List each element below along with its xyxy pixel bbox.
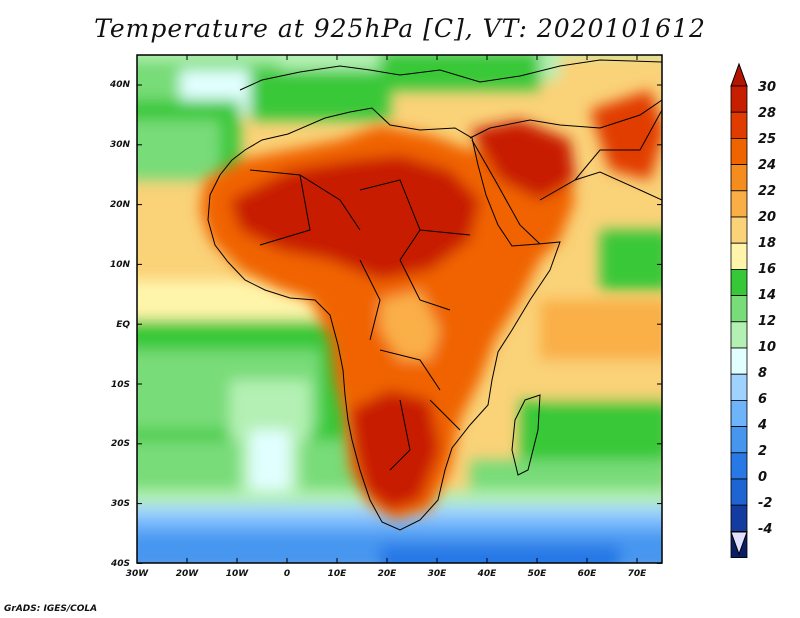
temperature-field xyxy=(137,55,662,563)
colorbar-swatch xyxy=(730,347,748,375)
lat-label: 10S xyxy=(111,380,130,390)
lat-label: EQ xyxy=(116,320,130,330)
lon-label: 10E xyxy=(328,569,348,579)
lon-label: 30W xyxy=(126,569,150,579)
colorbar-label: 24 xyxy=(758,158,776,173)
colorbar-label: 22 xyxy=(758,184,776,199)
lon-label: 20E xyxy=(378,569,398,579)
lon-label: 20W xyxy=(176,569,200,579)
coastlines xyxy=(207,59,662,531)
colorbar-label: 30 xyxy=(758,80,776,95)
colorbar-label: -4 xyxy=(758,522,772,537)
latitude-labels: 40N 30N 20N 10N EQ 10S 20S 30S 40S xyxy=(109,80,131,569)
colorbar-label: 2 xyxy=(758,444,767,459)
plot-frame xyxy=(136,54,663,564)
colorbar-swatch xyxy=(730,268,748,296)
lon-label: 50E xyxy=(528,569,548,579)
colorbar-swatch xyxy=(730,85,748,113)
colorbar-swatch xyxy=(730,190,748,218)
lon-label: 30E xyxy=(428,569,448,579)
colorbar-swatch xyxy=(730,452,748,480)
colorbar-label: 28 xyxy=(758,106,776,121)
colorbar-label: 6 xyxy=(758,392,767,407)
lat-label: 20S xyxy=(111,439,130,449)
colorbar-swatch xyxy=(730,111,748,139)
colorbar-swatch xyxy=(730,373,748,401)
credit-text: GrADS: IGES/COLA xyxy=(4,604,98,614)
lat-label: 30N xyxy=(110,140,131,150)
colorbar-label: 25 xyxy=(758,132,776,147)
colorbar-swatch xyxy=(730,216,748,244)
lat-label: 40S xyxy=(110,559,130,569)
colorbar-label: 16 xyxy=(758,262,776,277)
lon-label: 40E xyxy=(477,569,498,579)
colorbar-label: -2 xyxy=(758,496,772,511)
colorbar-swatch xyxy=(730,164,748,192)
colorbar-label: 8 xyxy=(758,366,767,381)
colorbar-swatch xyxy=(730,426,748,454)
colorbar-label: 0 xyxy=(758,470,767,485)
longitude-labels: 30W 20W 10W 0 10E 20E 30E 40E 50E 60E 70… xyxy=(126,569,647,579)
colorbar-swatch xyxy=(730,321,748,349)
colorbar-labels: 30 28 25 24 22 20 18 16 14 12 10 8 6 4 2… xyxy=(757,80,776,537)
lon-label: 60E xyxy=(578,569,598,579)
map-title: Temperature at 925hPa [C], VT: 202010161… xyxy=(94,14,706,43)
colorbar-swatch xyxy=(730,137,748,165)
colorbar-label: 12 xyxy=(758,314,776,329)
colorbar-swatch xyxy=(730,295,748,323)
lat-label: 10N xyxy=(110,260,131,270)
colorbar-swatch xyxy=(730,242,748,270)
lon-tick-marks xyxy=(136,55,638,563)
colorbar-top-arrow xyxy=(730,62,748,87)
colorbar-bottom-arrow xyxy=(730,531,748,556)
lat-label: 20N xyxy=(110,200,131,210)
lon-label: 10W xyxy=(226,569,250,579)
lat-tick-marks xyxy=(137,84,662,564)
colorbar-label: 10 xyxy=(758,340,776,355)
colorbar-swatch xyxy=(730,504,748,532)
colorbar: 30 28 25 24 22 20 18 16 14 12 10 8 6 4 2… xyxy=(730,62,776,559)
colorbar-swatch xyxy=(730,399,748,427)
colorbar-label: 20 xyxy=(758,210,776,225)
lat-label: 40N xyxy=(109,80,131,90)
colorbar-label: 4 xyxy=(757,418,767,433)
colorbar-boxes xyxy=(730,85,748,559)
colorbar-label: 14 xyxy=(758,288,776,303)
colorbar-label: 18 xyxy=(758,236,776,251)
colorbar-swatch xyxy=(730,478,748,506)
lon-label: 70E xyxy=(628,569,648,579)
lat-label: 30S xyxy=(111,499,130,509)
lon-label: 0 xyxy=(284,569,290,579)
